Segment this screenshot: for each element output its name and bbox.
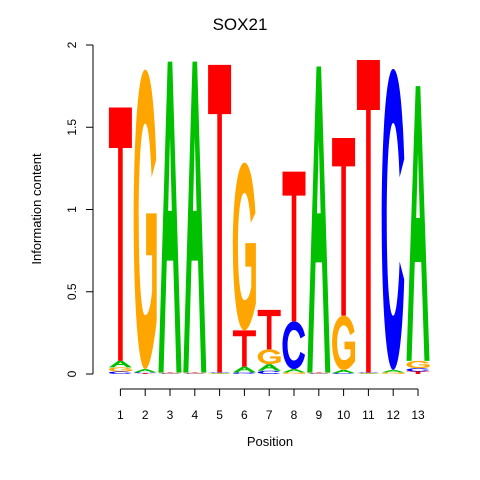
x-tick-label: 4 [191,408,198,422]
chart-title: SOX21 [213,15,268,34]
x-tick-label: 11 [362,408,375,422]
y-tick-label: 0 [65,370,79,377]
x-tick-label: 2 [142,408,149,422]
x-tick-label: 5 [216,408,223,422]
y-axis-label: Information content [29,153,44,265]
letter-c-pos-10 [332,373,355,374]
letter-a-pos-13 [406,86,430,361]
letter-g-pos-8 [282,372,306,374]
letter-a-pos-10 [332,369,356,374]
letter-a-pos-8 [282,369,306,373]
letter-a-pos-4 [183,61,207,373]
letter-t-pos-5 [208,64,232,373]
x-tick-label: 13 [411,408,425,422]
letter-c-pos-12 [381,68,405,370]
y-tick-label: 2 [65,41,79,48]
letter-a-pos-7 [257,364,281,371]
x-tick-label: 12 [387,408,401,422]
letter-t-pos-2 [133,373,157,374]
x-tick-label: 9 [315,408,322,422]
letter-g-pos-6 [232,162,256,331]
letter-t-pos-6 [232,330,256,367]
letter-c-pos-8 [282,321,306,370]
letter-t-pos-8 [282,171,306,322]
letter-c-pos-7 [257,370,281,374]
letter-t-pos-7 [257,309,281,350]
letter-c-pos-1 [108,371,132,374]
letter-a-pos-2 [133,369,157,373]
y-tick-label: 1 [65,206,79,213]
x-tick-label: 7 [266,408,273,422]
y-tick-label: 1.5 [65,119,79,136]
letter-t-pos-10 [332,137,356,316]
letter-a-pos-3 [158,61,182,373]
letter-t-pos-1 [108,107,132,361]
x-tick-label: 3 [167,408,174,422]
letter-g-pos-1 [108,367,132,372]
letter-a-pos-6 [232,366,256,373]
letter-g-pos-10 [332,315,356,370]
x-tick-label: 8 [291,408,298,422]
x-axis-label: Position [247,434,293,449]
x-tick-label: 1 [117,408,124,422]
x-axis: 1 2 3 4 5 6 7 8 9 10 11 12 13 [117,388,425,422]
letter-t-pos-11 [356,59,380,373]
letter-c-pos-2 [133,372,157,374]
letter-c-pos-6 [232,372,256,374]
letter-g-pos-2 [133,69,157,370]
x-tick-label: 6 [241,408,248,422]
letter-a-pos-9 [307,66,331,373]
x-tick-label: 10 [337,408,351,422]
letter-g-pos-12 [381,372,405,374]
letter-t-pos-13 [406,371,430,374]
letter-g-pos-13 [406,360,430,369]
letter-a-pos-12 [381,369,405,373]
letter-stacks [108,59,430,374]
y-tick-label: 0.5 [65,283,79,300]
letter-a-pos-1 [108,360,132,368]
y-axis: 0 0.5 1 1.5 2 [65,41,94,377]
letter-g-pos-7 [257,349,281,365]
letter-c-pos-13 [406,368,430,372]
